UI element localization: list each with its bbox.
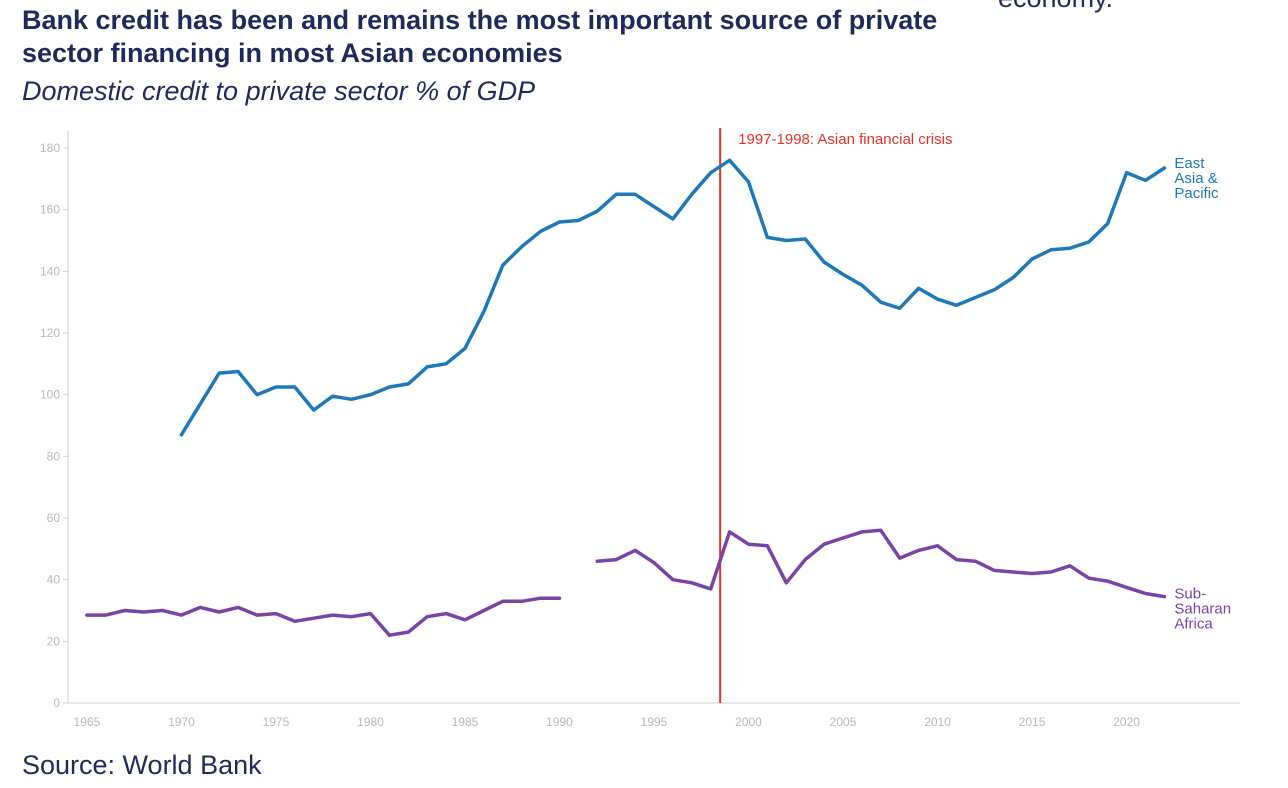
chart-title: Bank credit has been and remains the mos… bbox=[22, 5, 938, 68]
series-line-east-asia-pacific bbox=[179, 158, 1167, 437]
x-tick-label: 1980 bbox=[357, 715, 384, 729]
y-tick-label: 80 bbox=[47, 449, 61, 463]
source-note: Source: World Bank bbox=[22, 750, 262, 780]
chart-series bbox=[85, 158, 1167, 637]
x-tick-label: 1985 bbox=[452, 715, 479, 729]
x-tick-label: 1975 bbox=[263, 715, 290, 729]
y-tick-label: 100 bbox=[40, 388, 60, 402]
x-tick-label: 2010 bbox=[924, 715, 951, 729]
chart-subtitle: Domestic credit to private sector % of G… bbox=[22, 76, 536, 106]
series-line-sub-saharan-africa bbox=[85, 528, 1167, 637]
x-tick-label: 1995 bbox=[641, 715, 668, 729]
y-tick-label: 60 bbox=[47, 511, 61, 525]
x-tick-label: 2020 bbox=[1113, 715, 1140, 729]
x-tick-label: 2015 bbox=[1019, 715, 1046, 729]
x-tick-label: 1990 bbox=[546, 715, 573, 729]
chart-annotations: 1997-1998: Asian financial crisis bbox=[719, 128, 952, 703]
series-end-label: East Asia & Pacific bbox=[1174, 155, 1219, 202]
chart-axes: 0 20 40 60 80 100 120 140 160 180 1965 1970 1975 1980… bbox=[40, 130, 1240, 729]
crisis-annotation-label: 1997-1998: Asian financial crisis bbox=[738, 131, 952, 148]
y-tick-label: 120 bbox=[40, 326, 60, 340]
y-tick-label: 20 bbox=[47, 634, 61, 648]
series-labels: East Asia & Pacific Sub-Saharan Africa bbox=[1174, 155, 1231, 633]
y-tick-label: 0 bbox=[53, 696, 60, 710]
series-end-label: Sub-Saharan Africa bbox=[1174, 586, 1231, 633]
y-tick-label: 40 bbox=[47, 573, 61, 587]
side-text-fragment: economy. bbox=[998, 0, 1288, 15]
x-tick-label: 1965 bbox=[74, 715, 101, 729]
y-tick-label: 140 bbox=[40, 264, 60, 278]
x-tick-label: 1970 bbox=[168, 715, 195, 729]
y-tick-label: 180 bbox=[40, 141, 60, 155]
y-tick-label: 160 bbox=[40, 203, 60, 217]
x-tick-label: 2000 bbox=[735, 715, 762, 729]
x-tick-label: 2005 bbox=[830, 715, 857, 729]
